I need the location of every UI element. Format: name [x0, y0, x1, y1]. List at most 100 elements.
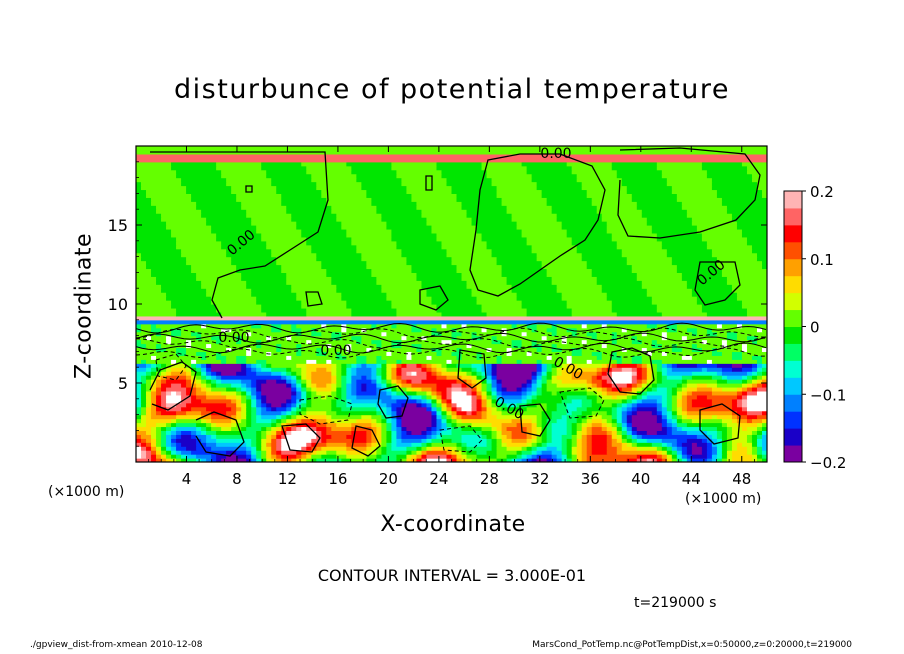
field-cell: [676, 406, 683, 412]
field-cell: [681, 454, 688, 459]
field-cell: [756, 442, 763, 447]
field-cell: [136, 280, 157, 285]
field-cell: [246, 390, 252, 396]
field-cell: [636, 426, 663, 431]
field-cell: [501, 383, 523, 388]
field-cell: [151, 430, 157, 435]
field-cell: [341, 292, 387, 297]
field-cell: [261, 386, 292, 392]
field-cell: [511, 347, 538, 352]
field-cell: [161, 458, 167, 462]
field-cell: [681, 375, 693, 380]
field-cell: [496, 355, 503, 360]
field-cell: [246, 426, 262, 431]
field-cell: [706, 244, 753, 250]
field-cell: [576, 406, 588, 412]
field-cell: [151, 371, 157, 376]
field-cell: [711, 446, 718, 451]
field-cell: [671, 189, 718, 194]
field-cell: [171, 161, 217, 167]
field-cell: [206, 343, 212, 349]
field-cell: [426, 371, 433, 376]
field-cell: [251, 442, 257, 447]
field-cell: [586, 339, 613, 345]
field-cell: [191, 264, 237, 270]
contour-line: [617, 147, 761, 239]
field-cell: [761, 410, 767, 416]
field-cell: [146, 430, 152, 435]
field-cell: [371, 426, 377, 431]
field-cell: [531, 343, 543, 349]
field-cell: [711, 375, 723, 380]
field-cell: [551, 430, 568, 435]
field-cell: [401, 410, 433, 416]
field-cell: [241, 276, 287, 281]
field-cell: [431, 414, 438, 420]
field-cell: [471, 221, 518, 226]
field-cell: [646, 351, 653, 356]
field-cell: [596, 280, 643, 285]
field-cell: [166, 375, 187, 380]
field-cell: [266, 402, 272, 408]
field-cell: [631, 430, 638, 435]
field-cell: [586, 359, 593, 364]
field-cell: [446, 414, 453, 420]
field-cell: [436, 165, 483, 171]
field-cell: [676, 458, 683, 462]
field-cell: [531, 394, 538, 400]
field-cell: [501, 442, 508, 447]
field-cell: [731, 442, 738, 447]
field-cell: [721, 367, 733, 372]
field-cell: [306, 165, 352, 171]
field-cell: [376, 410, 382, 416]
field-cell: [656, 386, 668, 392]
field-cell: [441, 422, 448, 428]
field-cell: [266, 446, 272, 451]
field-cell: [241, 430, 257, 435]
field-cell: [521, 398, 528, 404]
field-cell: [156, 454, 162, 459]
field-cell: [586, 383, 593, 388]
field-cell: [446, 418, 453, 424]
field-cell: [176, 311, 222, 317]
field-cell: [356, 371, 372, 376]
field-cell: [141, 339, 167, 345]
field-cell: [391, 232, 438, 238]
field-cell: [136, 165, 172, 171]
field-cell: [746, 450, 753, 455]
field-cell: [321, 430, 327, 435]
field-cell: [251, 394, 257, 400]
colorbar-tick-label: 0.1: [810, 251, 834, 269]
contour-line: [457, 349, 487, 389]
field-cell: [471, 288, 513, 293]
field-cell: [691, 442, 698, 447]
field-cell: [456, 347, 463, 352]
field-cell: [721, 458, 728, 462]
field-cell: [631, 383, 638, 388]
field-cell: [356, 363, 362, 368]
field-cell: [471, 422, 493, 428]
field-cell: [286, 280, 332, 285]
field-cell: [546, 268, 593, 273]
field-cell: [136, 367, 147, 372]
field-cell: [266, 394, 292, 400]
field-cell: [646, 438, 663, 443]
field-cell: [536, 442, 543, 447]
field-cell: [411, 454, 418, 459]
field-cell: [666, 422, 673, 428]
field-cell: [401, 414, 433, 420]
field-cell: [286, 418, 292, 424]
field-cell: [221, 426, 232, 431]
field-cell: [291, 386, 297, 392]
field-cell: [471, 390, 478, 396]
field-cell: [316, 430, 322, 435]
field-cell: [386, 292, 428, 297]
field-cell: [376, 209, 423, 214]
field-cell: [601, 367, 608, 372]
field-cell: [211, 426, 222, 431]
field-cell: [466, 343, 473, 349]
field-cell: [256, 300, 302, 305]
field-cell: [261, 367, 272, 372]
field-cell: [161, 402, 167, 408]
field-cell: [486, 379, 493, 384]
